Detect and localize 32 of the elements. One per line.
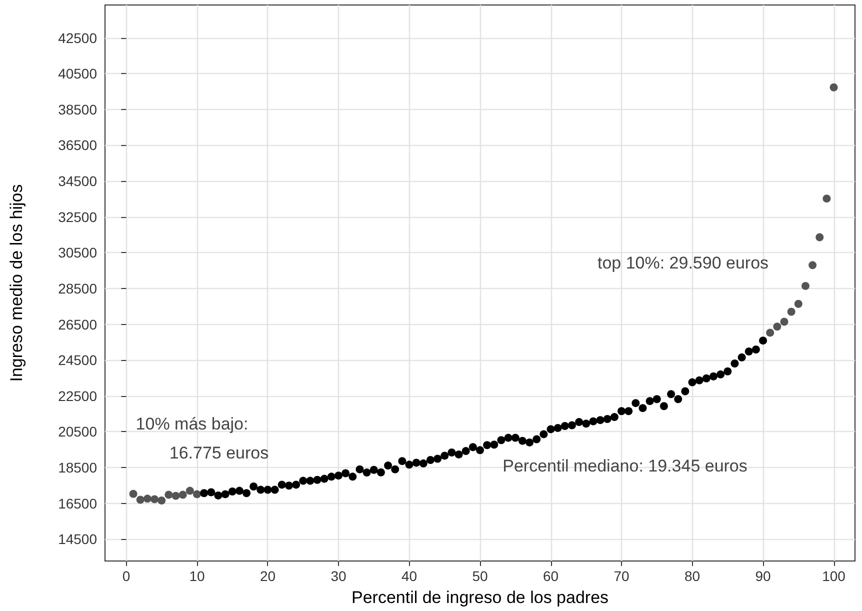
y-tick-label: 32500 (58, 208, 98, 225)
y-tick-label: 38500 (58, 101, 98, 118)
annotation: 10% más bajo: (136, 414, 248, 434)
x-tick-label: 20 (260, 568, 276, 584)
x-tick-label: 90 (755, 568, 772, 584)
x-tick-label: 30 (330, 568, 346, 584)
annotation: top 10%: 29.590 euros (597, 254, 769, 272)
y-tick-label: 40500 (58, 66, 98, 82)
y-tick-label: 14500 (58, 531, 98, 548)
annotation: 16.775 euros (169, 444, 269, 462)
y-tick-label: 28500 (58, 280, 98, 296)
y-tick-label: 30500 (58, 244, 98, 261)
y-tick-label: 24500 (58, 352, 98, 368)
y-tick-label: 22500 (58, 388, 98, 404)
y-tick-label: 34500 (58, 173, 98, 190)
y-tick-label: 42500 (58, 30, 98, 46)
x-tick-label: 40 (401, 568, 418, 584)
x-tick-label: 80 (684, 568, 700, 584)
x-tick-label: 10 (189, 568, 205, 584)
annotation: Percentil mediano: 19.345 euros (502, 456, 748, 476)
x-tick-label: 70 (614, 568, 630, 584)
x-axis-title: Percentil de ingreso de los padres (351, 588, 609, 607)
y-tick-label: 36500 (58, 137, 98, 154)
x-tick-label: 100 (822, 568, 846, 584)
x-tick-label: 0 (122, 568, 130, 584)
y-tick-label: 20500 (58, 424, 98, 440)
y-axis-title: Ingreso medio de los hijos (7, 184, 26, 382)
y-tick-label: 18500 (58, 460, 98, 476)
y-tick-label: 16500 (58, 495, 98, 512)
y-tick-label: 26500 (58, 316, 98, 332)
x-tick-label: 50 (472, 568, 488, 584)
x-tick-label: 60 (542, 568, 559, 584)
